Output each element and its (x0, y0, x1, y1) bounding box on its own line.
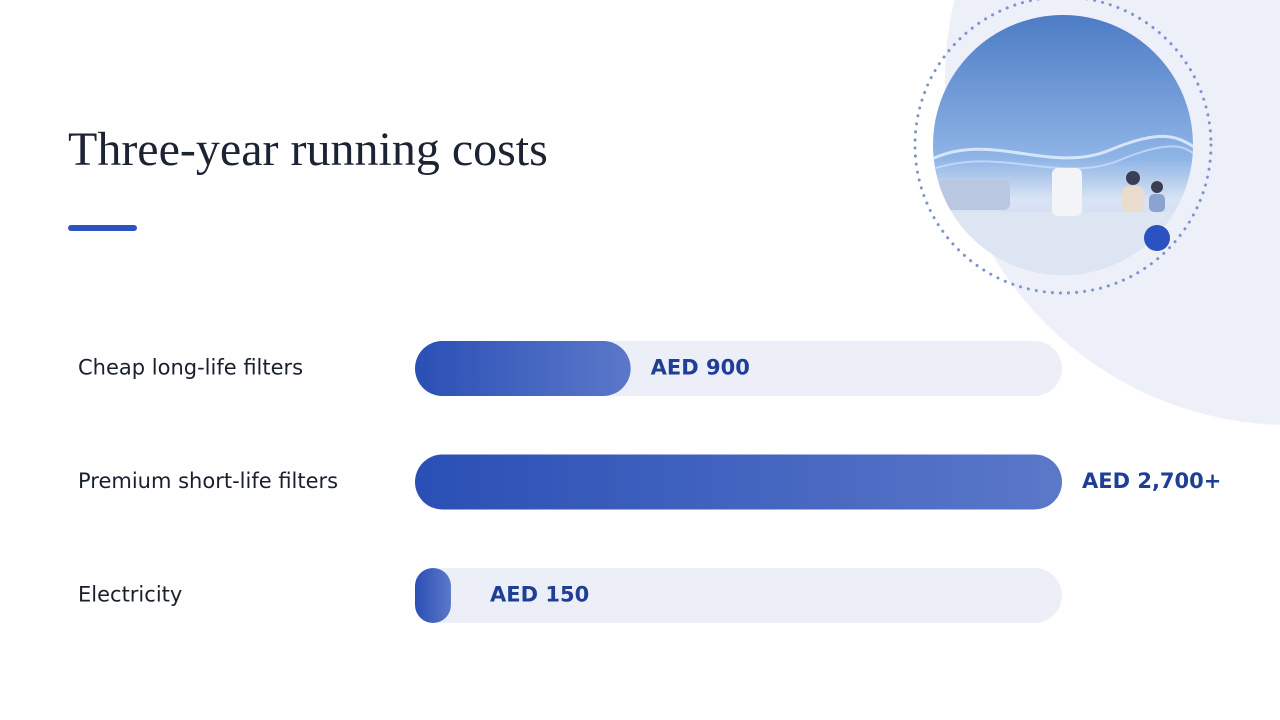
chart-title: Three-year running costs (68, 123, 548, 176)
bar-track (415, 568, 1062, 623)
bar-chart: Cheap long-life filters AED 900 Premium sh… (78, 341, 1221, 623)
accent-dot (1144, 225, 1170, 251)
category-label: Electricity (78, 583, 182, 607)
value-label: AED 150 (490, 583, 589, 607)
bar (415, 568, 451, 623)
bar (415, 454, 1062, 510)
category-label: Cheap long-life filters (78, 356, 303, 380)
title-underline (68, 225, 137, 231)
bar (415, 341, 631, 396)
value-label: AED 900 (651, 356, 750, 380)
value-label: AED 2,700+ (1082, 469, 1221, 493)
category-label: Premium short-life filters (78, 469, 338, 493)
dotted-ring (913, 0, 1213, 295)
